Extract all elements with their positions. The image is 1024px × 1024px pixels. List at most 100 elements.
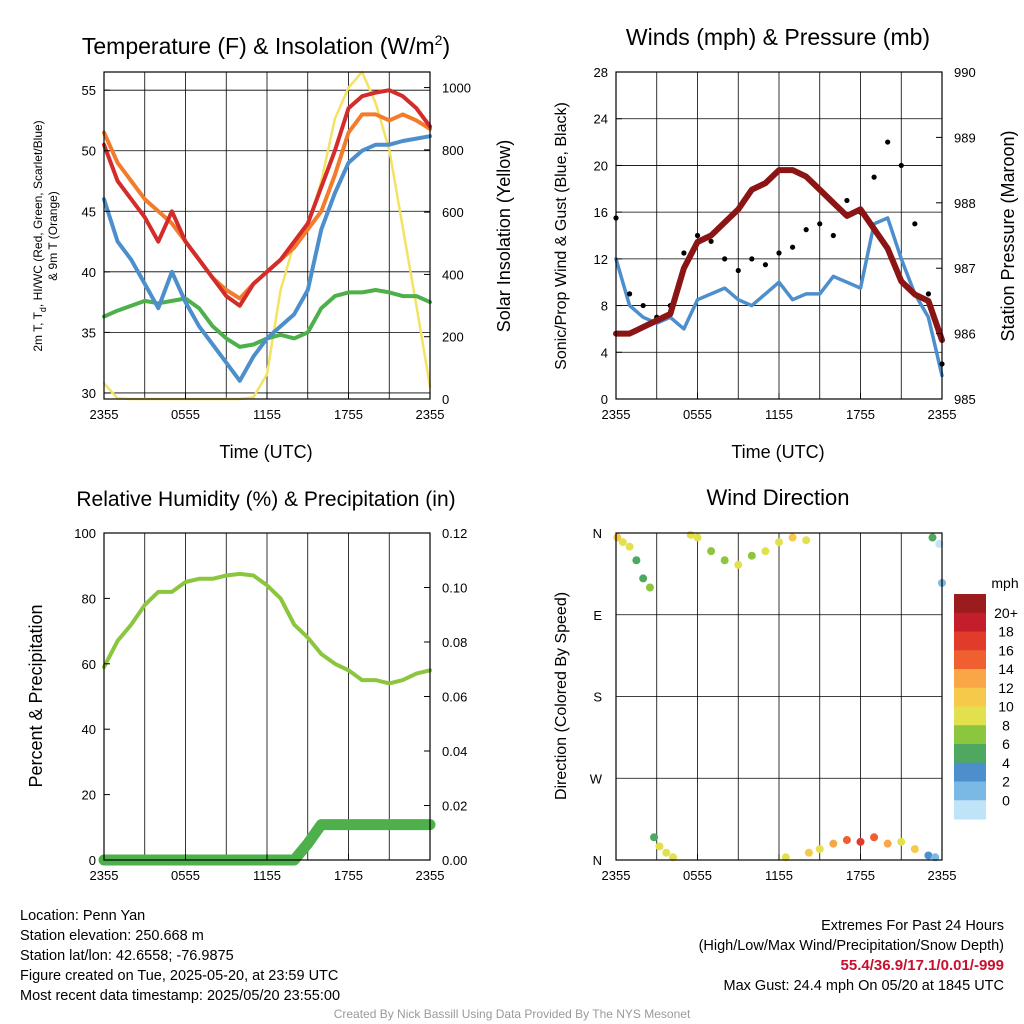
colorbar-label: 4 [1002,755,1010,771]
winds-y-tick-label: 12 [594,252,608,267]
wind-direction-point [931,853,940,862]
temperature-x-tick-label: 1755 [334,407,363,422]
humidity-y-tick-label: 60 [82,657,96,672]
meteogram-figure: Temperature (F) & Insolation (W/m2) 30 35… [26,24,1019,883]
temperature-y-tick-label: 35 [82,325,96,340]
extremes-info: Extremes For Past 24 Hours (High/Low/Max… [699,916,1004,996]
winds-x-label: Time (UTC) [731,442,824,462]
colorbar-label: 12 [998,680,1014,696]
colorbar-label: 0 [1002,792,1010,808]
humidity-x-tick-label: 2355 [416,868,445,883]
wind-direction-point [804,848,813,857]
wind-gust-point [925,291,932,297]
precipitation-y2-tick-label: 0.10 [442,581,467,596]
wind-gust-point [844,197,850,204]
precipitation-y2-tick-label: 0.04 [442,744,467,759]
wind-direction-y-tick-label: N [593,526,602,541]
temperature-y-label-left-line2: & 9m T (Orange) [46,191,60,281]
insolation-y2-tick-label: 0 [442,392,449,407]
wind-direction-point [734,560,743,569]
humidity-x-tick-label: 1155 [253,868,281,883]
colorbar-label: 18 [998,624,1014,640]
wind-direction-x-tick-label: 2355 [602,868,631,883]
temperature-x-label: Time (UTC) [219,442,312,462]
pressure-y2-tick-label: 988 [954,196,976,211]
wind-direction-point [802,536,811,545]
extremes-heading: Extremes For Past 24 Hours [821,918,1004,934]
wind-direction-grid [616,532,942,861]
wind-direction-point [870,833,879,842]
wind-gust-point [803,227,809,233]
insolation-y2-tick-label: 400 [442,267,464,282]
colorbar-label: 16 [998,642,1014,658]
colorbar-swatch [954,762,986,782]
wind-direction-point [788,533,797,542]
humidity-y-tick-label: 20 [82,788,96,803]
wind-direction-point [655,842,664,851]
wind-direction-point [639,574,648,583]
credit-line: Created By Nick Bassill Using Data Provi… [333,1007,691,1021]
wind-direction-x-tick-label: 0555 [683,868,712,883]
wind-gust-point [762,262,769,268]
station-elevation: Station elevation: 250.668 m [20,928,204,944]
temperature-y-tick-label: 55 [82,83,96,98]
humidity-panel: Relative Humidity (%) & Precipitation (i… [26,488,467,883]
wind-direction-point [693,533,702,542]
temperature-y-label-left: 2m T, Td, HI/WC (Red, Green, Scarlet/Blu… [31,120,48,351]
winds-x-tick-label: 2355 [602,407,631,422]
temperature-y-tick-label: 50 [82,144,96,159]
wind-gust-point [735,267,741,274]
winds-panel-title: Winds (mph) & Pressure (mb) [626,24,930,50]
wind-gust-point [640,302,646,309]
colorbar-label: 2 [1002,774,1010,790]
station-info: Location: Penn Yan Station elevation: 25… [20,906,340,1006]
colorbar-swatch [954,631,986,651]
colorbar-label: 10 [998,699,1014,715]
pressure-y2-tick-label: 987 [954,261,976,276]
insolation-y2-tick-label: 200 [442,330,464,345]
wind-direction-point [883,839,892,848]
colorbar-swatch [954,612,986,632]
humidity-y-tick-label: 0 [89,853,96,868]
wind-direction-y-tick-label: E [593,608,602,623]
wind-direction-point [747,551,756,560]
winds-y-tick-label: 8 [601,299,608,314]
wind-gust-point [817,221,823,227]
wind-direction-point [662,848,671,857]
humidity-y-tick-label: 100 [74,526,96,541]
pressure-y2-tick-label: 985 [954,392,976,407]
wind-direction-point [815,845,824,854]
temperature-y-tick-label: 40 [82,265,96,280]
precipitation-y2-tick-label: 0.06 [442,690,467,705]
wind-gust-point [722,256,728,262]
pressure-y2-tick-label: 989 [954,130,976,145]
colorbar-swatch [954,706,986,726]
winds-y-tick-label: 20 [594,158,608,173]
wind-direction-x-tick-label: 2355 [928,868,957,883]
winds-y-tick-label: 16 [594,205,608,220]
colorbar-swatch [954,781,986,801]
insolation-y2-tick-label: 600 [442,205,464,220]
precipitation-y2-tick-label: 0.02 [442,799,467,814]
colorbar-swatch [954,800,986,820]
wind-direction-point [897,837,906,846]
wind-direction-y-tick-label: S [593,690,602,705]
colorbar-swatch [954,687,986,707]
wind-direction-point [625,542,634,551]
wind-direction-point [775,538,783,547]
colorbar-swatch [954,594,986,614]
winds-y-tick-label: 28 [594,65,608,80]
wind-direction-x-tick-label: 1755 [846,868,875,883]
wind-direction-point [618,538,627,547]
station-latlon: Station lat/lon: 42.6558; -76.9875 [20,948,234,964]
wind-direction-point [781,853,790,862]
wind-gust-point [898,162,904,169]
winds-y-label-left: Sonic/Prop Wind & Gust (Blue, Black) [553,102,570,370]
wind-direction-y-label: Direction (Colored By Speed) [553,592,570,800]
max-gust: Max Gust: 24.4 mph On 05/20 at 1845 UTC [723,978,1004,994]
wind-gust-point [776,250,782,256]
colorbar-label: 14 [998,661,1014,677]
pressure-y2-tick-label: 990 [954,65,976,80]
